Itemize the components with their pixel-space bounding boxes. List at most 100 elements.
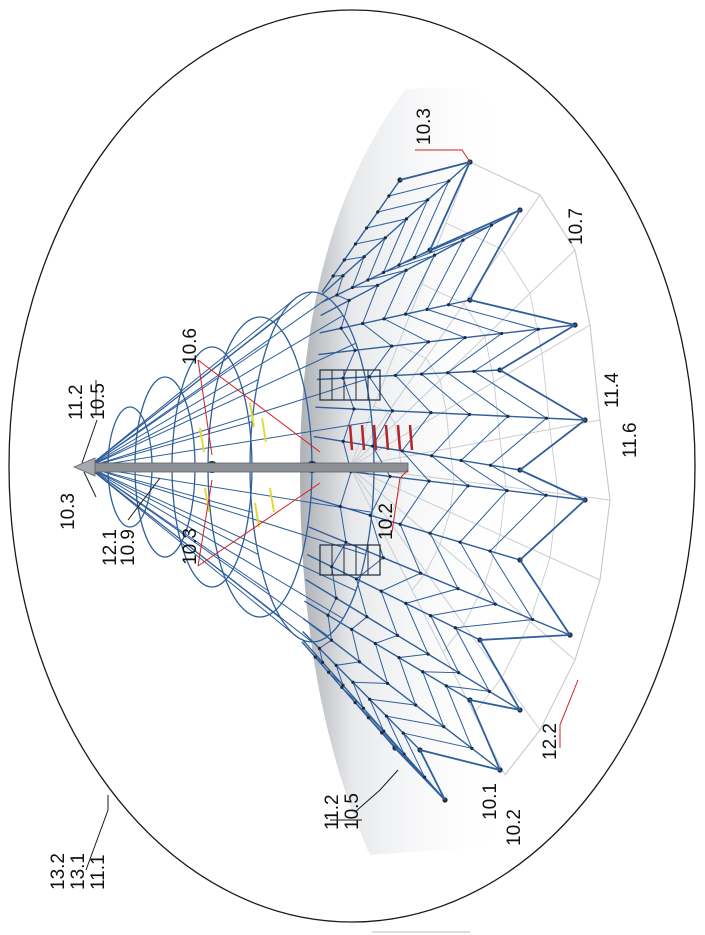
label-pole-a: 12.1 (100, 529, 121, 566)
net-node (536, 327, 540, 331)
back-ring (445, 222, 559, 714)
net-node (387, 194, 391, 198)
net-node (366, 716, 371, 720)
net-node (430, 454, 434, 458)
net-node (500, 331, 504, 336)
back-radial-line (349, 194, 541, 468)
net-node (371, 444, 375, 448)
net-node (362, 255, 366, 259)
ladder-rung (372, 424, 378, 451)
net-node (419, 372, 424, 376)
cone-meridian (87, 291, 313, 468)
net-node (419, 571, 423, 575)
net-node (426, 340, 430, 344)
back-rim (469, 161, 611, 776)
label-right-upper: 10.7 (566, 208, 587, 245)
net-node (361, 321, 365, 326)
net-node (463, 336, 467, 340)
net-node (414, 703, 418, 707)
yellow-grip (254, 502, 260, 528)
yellow-grip (204, 487, 210, 513)
canopy-radial-line (302, 630, 421, 751)
back-radial-line (349, 466, 541, 731)
label-bottom-right: 12.2 (540, 723, 561, 760)
net-node (380, 731, 384, 735)
net-node (467, 412, 472, 417)
label-tip-group-b: 10.5 (88, 383, 109, 420)
canopy-radial-line (310, 496, 521, 561)
net-node (341, 274, 345, 278)
cone-meridian (87, 466, 269, 592)
net-node (397, 263, 401, 267)
net-node (381, 556, 385, 560)
net-node (544, 493, 548, 497)
label-bottom-mid-b: 10.2 (504, 809, 525, 846)
net-node (334, 663, 338, 667)
back-ring (421, 283, 507, 653)
label-top-right: 10.3 (414, 108, 435, 145)
net-node (361, 706, 365, 710)
net-node (446, 303, 451, 307)
net-node (401, 731, 405, 735)
canopy-radial-line (321, 179, 401, 293)
net-node (493, 602, 497, 606)
net-node (444, 684, 448, 688)
yellow-grip (261, 417, 267, 443)
net-node (506, 414, 510, 418)
label-right-mid-a: 11.4 (602, 372, 623, 408)
net-node (381, 270, 386, 275)
cone-meridian (87, 466, 329, 637)
canopy-radial-line (318, 324, 576, 356)
net-node (505, 488, 509, 493)
net-node (364, 226, 369, 230)
net-node (379, 589, 383, 593)
label-right-mid-b: 11.6 (620, 422, 641, 458)
net-node (320, 660, 325, 664)
net-node (421, 670, 425, 674)
net-node (313, 655, 317, 659)
net-node (472, 369, 476, 373)
net-node (341, 439, 345, 443)
label-center: 10.2 (376, 503, 397, 540)
net-node (326, 613, 330, 617)
cone-meridian (87, 466, 344, 619)
net-node (466, 484, 470, 488)
canopy-radial-line (313, 435, 521, 471)
net-node (403, 312, 408, 316)
net-node (368, 513, 372, 517)
net-node (404, 268, 408, 272)
net-node (365, 615, 369, 619)
net-node (354, 577, 359, 581)
canopy-radial-line (321, 161, 471, 296)
net-node (453, 626, 457, 630)
net-node (531, 617, 535, 622)
net-node (317, 646, 321, 650)
cone-meridian (87, 297, 297, 468)
net-node (487, 689, 491, 693)
net-node (352, 407, 356, 411)
net-node (425, 307, 429, 312)
net-node (326, 670, 331, 674)
net-node (339, 326, 343, 330)
net-node (456, 587, 460, 591)
net-node (388, 474, 392, 479)
leader-lines (81, 149, 579, 871)
ladder-rung (348, 424, 354, 451)
canopy-rim (394, 160, 587, 801)
net-node (544, 416, 549, 420)
canopy-radial-line (319, 299, 471, 334)
net-node (398, 522, 402, 526)
net-node (373, 641, 377, 646)
net-node (335, 293, 339, 297)
cone-meridian (87, 466, 366, 555)
canopy-radial-line (311, 466, 586, 501)
net-node (347, 298, 351, 302)
label-outer-b: 13.1 (68, 853, 89, 890)
ladder-rung (360, 424, 366, 451)
net-node (331, 274, 335, 278)
net-node (488, 549, 492, 553)
net-node (366, 278, 370, 282)
back-radial-line (349, 324, 591, 468)
label-ring-lower: 10.3 (180, 528, 201, 565)
canopy-radial-line (306, 553, 481, 641)
